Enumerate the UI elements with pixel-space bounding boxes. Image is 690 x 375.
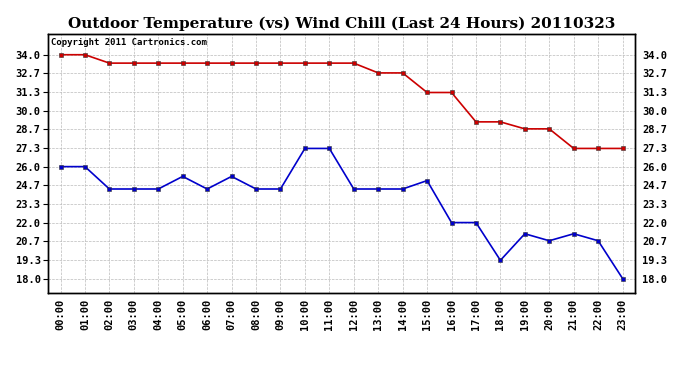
Text: Copyright 2011 Cartronics.com: Copyright 2011 Cartronics.com [51, 38, 207, 46]
Title: Outdoor Temperature (vs) Wind Chill (Last 24 Hours) 20110323: Outdoor Temperature (vs) Wind Chill (Las… [68, 17, 615, 31]
